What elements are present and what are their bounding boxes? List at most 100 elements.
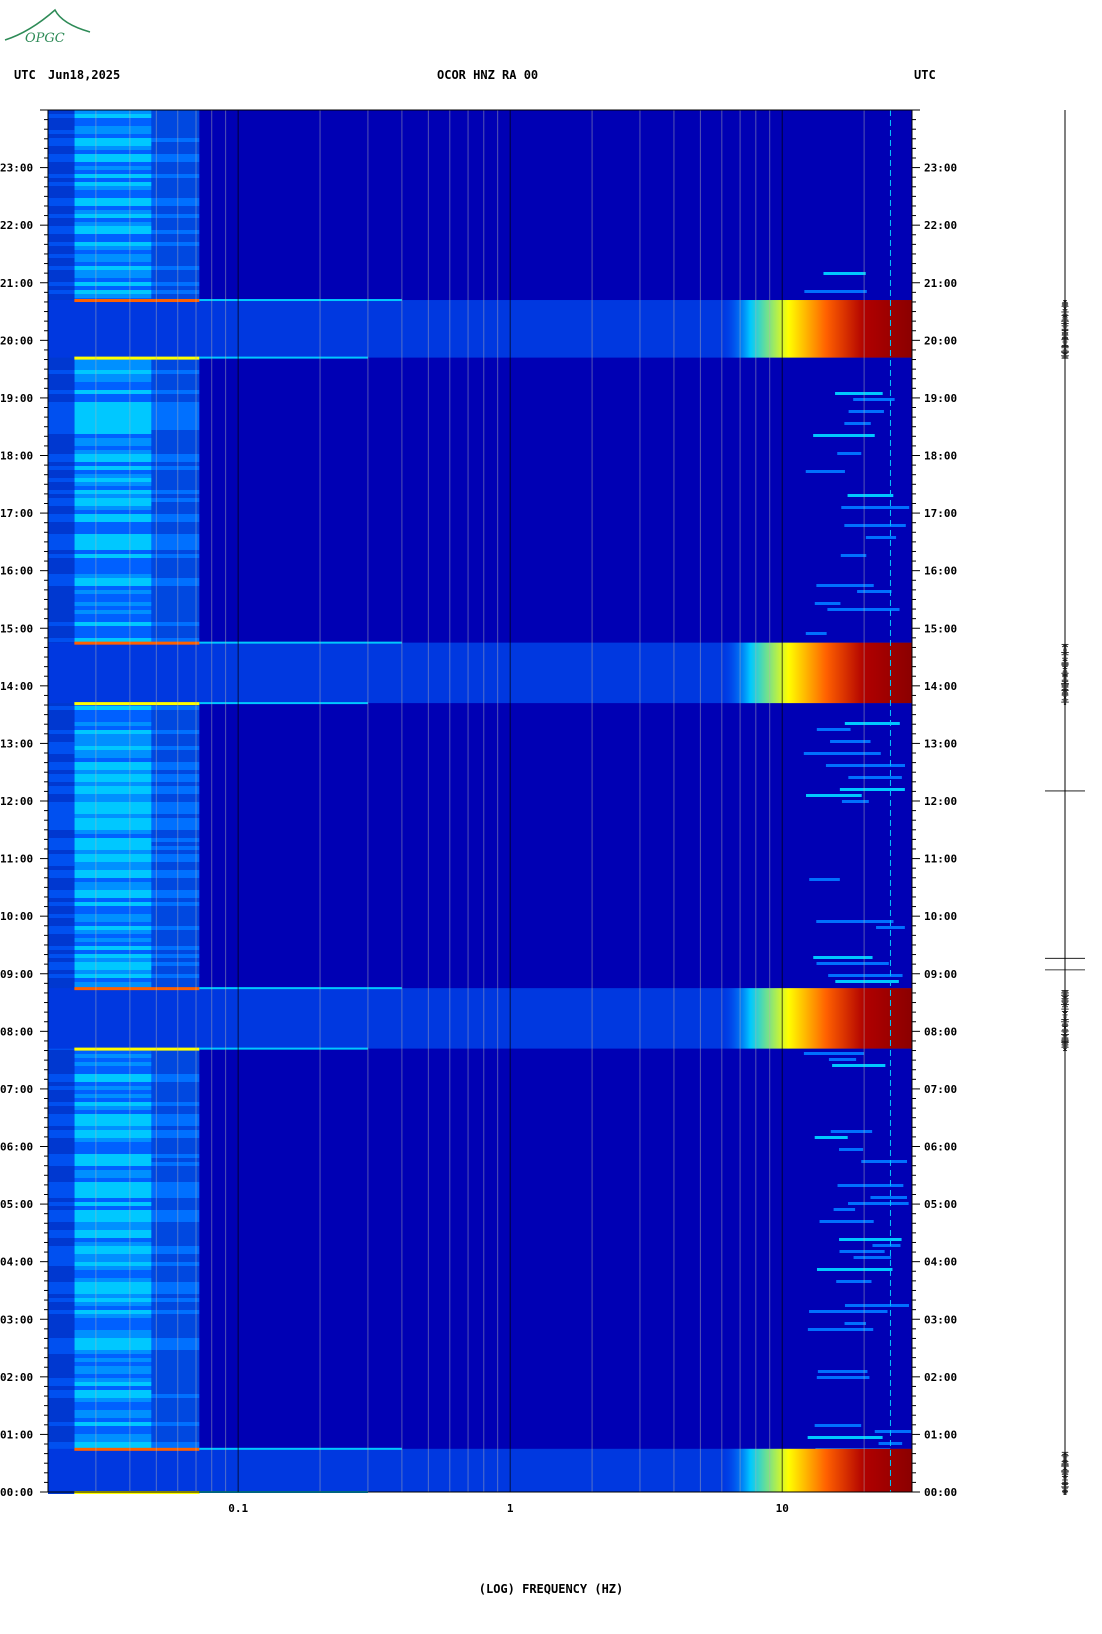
hf-speckle <box>825 764 906 767</box>
low-freq-row <box>48 1410 75 1414</box>
low-freq-row <box>48 514 75 518</box>
low-freq-row <box>74 958 152 962</box>
low-freq-row <box>48 166 75 170</box>
low-freq-row <box>151 134 200 138</box>
y-tick-label-right: 01:00 <box>924 1428 957 1441</box>
y-tick-label-left: 14:00 <box>0 680 33 693</box>
low-freq-row <box>74 238 152 242</box>
low-freq-row <box>74 806 152 810</box>
low-freq-row <box>74 1202 152 1206</box>
low-freq-row <box>48 398 75 402</box>
low-freq-row <box>151 558 200 562</box>
logo-text: OPGC <box>25 31 65 46</box>
low-freq-row <box>48 922 75 926</box>
low-freq-row <box>151 830 200 834</box>
low-freq-row <box>151 466 200 470</box>
low-freq-row <box>48 574 75 578</box>
low-freq-row <box>74 126 152 130</box>
low-freq-row <box>151 1118 200 1122</box>
low-freq-row <box>151 854 200 858</box>
low-freq-row <box>74 1194 152 1198</box>
y-tick-label-left: 07:00 <box>0 1083 33 1096</box>
low-freq-row <box>151 1302 200 1306</box>
low-freq-row <box>48 822 75 826</box>
low-freq-row <box>151 1354 200 1358</box>
low-freq-row <box>74 1222 152 1226</box>
low-freq-row <box>74 1314 152 1318</box>
low-freq-row <box>48 458 75 462</box>
low-freq-row <box>48 762 75 766</box>
low-freq-row <box>74 438 152 442</box>
hf-speckle <box>823 272 866 275</box>
right-timezone-label: UTC <box>914 68 936 82</box>
low-freq-row <box>48 1198 75 1202</box>
low-freq-row <box>74 582 152 586</box>
hf-speckle <box>830 740 871 743</box>
low-freq-row <box>48 770 75 774</box>
low-freq-row <box>74 366 152 370</box>
low-freq-row <box>48 1402 75 1406</box>
low-freq-row <box>48 286 75 290</box>
low-freq-row <box>151 610 200 614</box>
hf-speckle <box>807 1328 874 1331</box>
low-freq-row <box>48 482 75 486</box>
low-freq-row <box>74 458 152 462</box>
low-freq-row <box>48 786 75 790</box>
low-freq-row <box>74 506 152 510</box>
low-freq-row <box>74 810 152 814</box>
low-freq-row <box>48 562 75 566</box>
low-freq-row <box>48 454 75 458</box>
low-freq-row <box>151 1174 200 1178</box>
low-freq-row <box>74 954 152 958</box>
low-freq-row <box>74 782 152 786</box>
low-freq-row <box>74 822 152 826</box>
low-freq-row <box>151 806 200 810</box>
low-freq-row <box>48 946 75 950</box>
low-freq-row <box>151 1098 200 1102</box>
low-freq-row <box>151 866 200 870</box>
low-freq-row <box>74 262 152 266</box>
low-freq-row <box>151 246 200 250</box>
low-freq-row <box>151 194 200 198</box>
low-freq-row <box>48 174 75 178</box>
low-freq-row <box>151 594 200 598</box>
low-freq-row <box>151 1270 200 1274</box>
hf-speckle <box>837 452 862 455</box>
low-freq-row <box>151 474 200 478</box>
low-freq-row <box>48 1170 75 1174</box>
low-freq-row <box>48 830 75 834</box>
low-freq-row <box>48 1090 75 1094</box>
y-tick-label-left: 22:00 <box>0 219 33 232</box>
low-freq-row <box>74 446 152 450</box>
energy-band-end-2 <box>74 702 200 706</box>
low-freq-row <box>48 546 75 550</box>
low-freq-row <box>151 818 200 822</box>
low-freq-row <box>151 130 200 134</box>
low-freq-row <box>48 374 75 378</box>
low-freq-row <box>74 622 152 626</box>
low-freq-row <box>151 1410 200 1414</box>
low-freq-row <box>48 194 75 198</box>
hf-speckle <box>841 800 869 803</box>
low-freq-row <box>151 410 200 414</box>
low-freq-row <box>151 566 200 570</box>
y-tick-label-right: 17:00 <box>924 507 957 520</box>
low-freq-row <box>74 590 152 594</box>
low-freq-row <box>74 222 152 226</box>
low-freq-row <box>74 638 152 642</box>
low-freq-row <box>74 1250 152 1254</box>
low-freq-row <box>151 142 200 146</box>
low-freq-row <box>151 1094 200 1098</box>
energy-band-hot-3 <box>721 300 912 358</box>
low-freq-row <box>48 886 75 890</box>
low-freq-row <box>74 630 152 634</box>
low-freq-row <box>74 478 152 482</box>
y-tick-label-right: 16:00 <box>924 565 957 578</box>
low-freq-row <box>151 614 200 618</box>
low-freq-row <box>74 246 152 250</box>
low-freq-row <box>151 1374 200 1378</box>
y-tick-label-right: 11:00 <box>924 853 957 866</box>
low-freq-row <box>74 878 152 882</box>
low-freq-row <box>151 1370 200 1374</box>
low-freq-row <box>151 786 200 790</box>
